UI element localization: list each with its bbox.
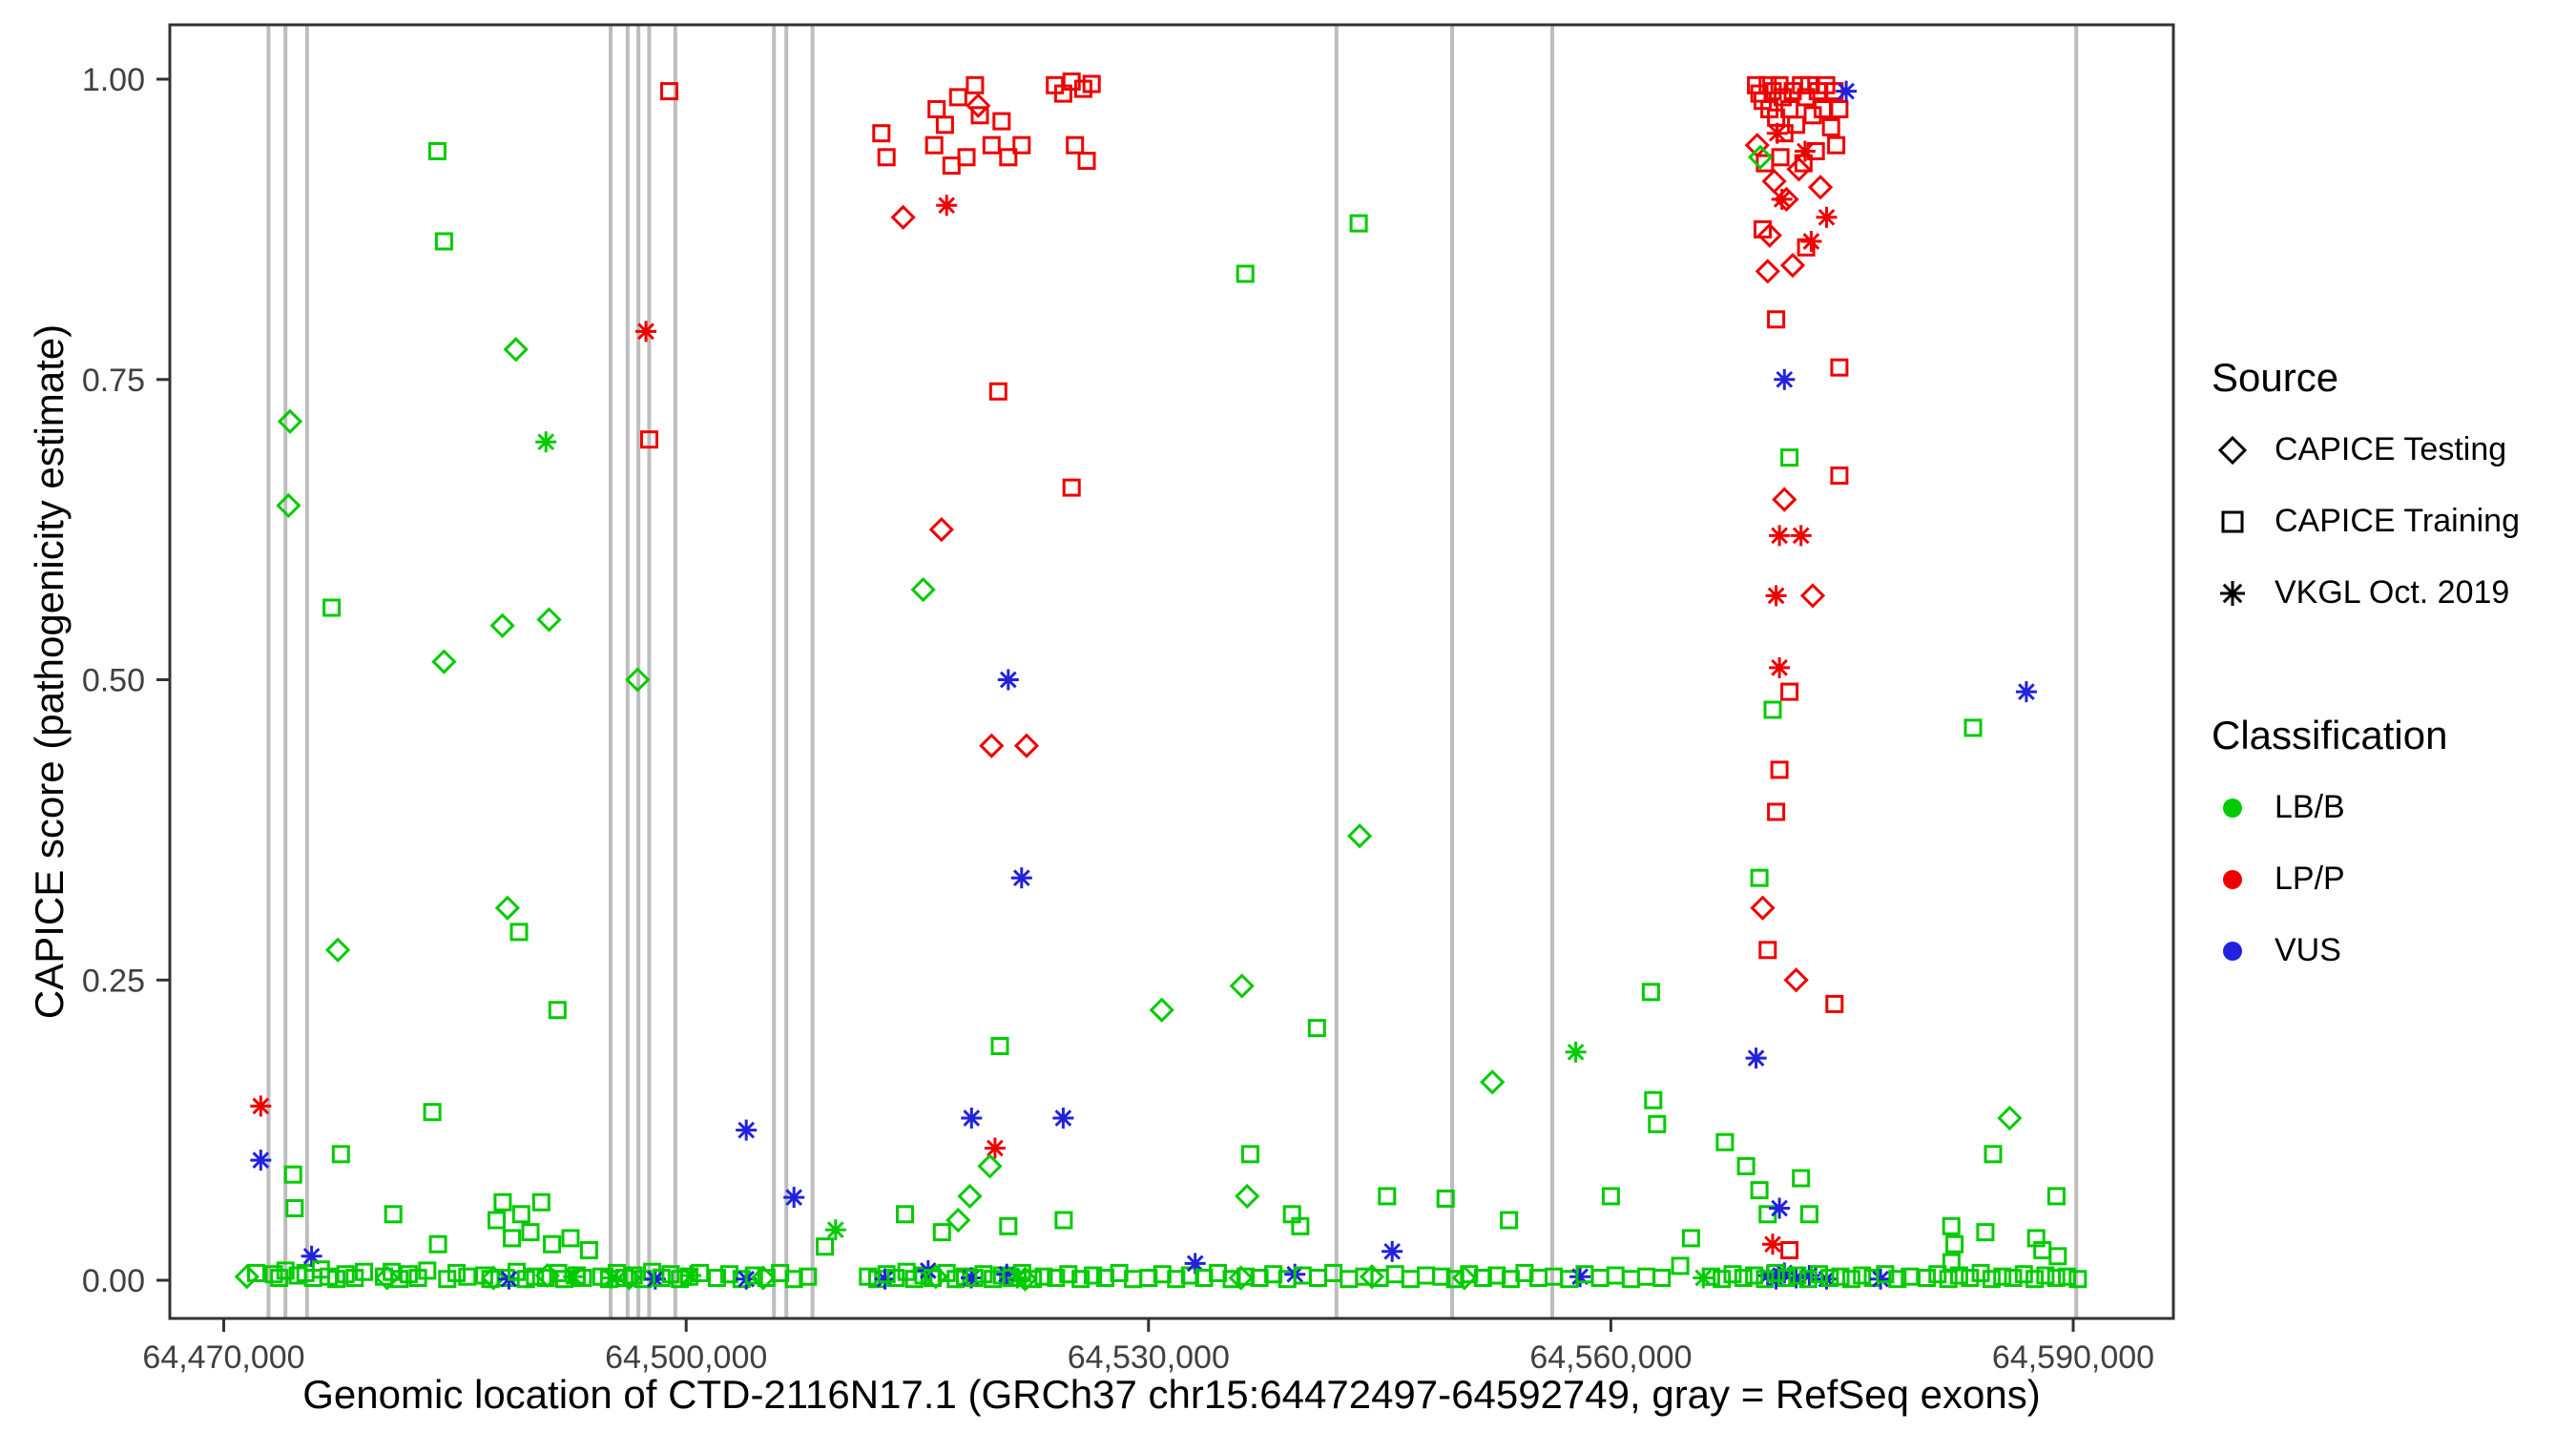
legend-label: CAPICE Testing (2275, 431, 2507, 467)
legend-label: LP/P (2275, 861, 2345, 897)
legend-label: VUS (2275, 932, 2341, 968)
svg-text:0.75: 0.75 (82, 363, 145, 399)
svg-text:0.50: 0.50 (82, 663, 145, 699)
legend-item-capice-testing: CAPICE Testing (2212, 414, 2566, 486)
legend-source-title: Source (2212, 355, 2339, 400)
svg-text:0.00: 0.00 (82, 1263, 145, 1299)
legend-classification-title: Classification (2212, 713, 2448, 757)
vus-color-dot-icon (2223, 941, 2242, 961)
y-axis-title: CAPICE score (pathogenicity estimate) (27, 323, 72, 1020)
asterisk-icon (2220, 580, 2245, 606)
legend-label: CAPICE Training (2275, 503, 2520, 539)
lpp-color-dot-icon (2223, 869, 2242, 889)
svg-text:64,560,000: 64,560,000 (1529, 1339, 1692, 1376)
lbb-color-dot-icon (2223, 798, 2242, 818)
legend-item-capice-training: CAPICE Training (2212, 486, 2566, 557)
legend-item-vus: VUS (2212, 915, 2566, 986)
square-icon (2221, 510, 2244, 532)
svg-text:1.00: 1.00 (82, 62, 145, 98)
legend-item-vkgl: VKGL Oct. 2019 (2212, 557, 2566, 629)
legend-item-lpp: LP/P (2212, 843, 2566, 915)
diamond-icon (2217, 435, 2248, 465)
legend-label: LB/B (2275, 789, 2345, 825)
svg-text:64,530,000: 64,530,000 (1068, 1339, 1230, 1376)
x-axis-title: Genomic location of CTD-2116N17.1 (GRCh3… (302, 1372, 2041, 1417)
svg-text:64,590,000: 64,590,000 (1992, 1339, 2154, 1376)
svg-text:64,500,000: 64,500,000 (605, 1339, 767, 1376)
svg-text:64,470,000: 64,470,000 (142, 1339, 304, 1376)
svg-text:0.25: 0.25 (82, 963, 145, 999)
legend-label: VKGL Oct. 2019 (2275, 574, 2510, 611)
legend: Source CAPICE Testing CAPICE Training VK… (2212, 355, 2566, 986)
legend-item-lbb: LB/B (2212, 772, 2566, 843)
